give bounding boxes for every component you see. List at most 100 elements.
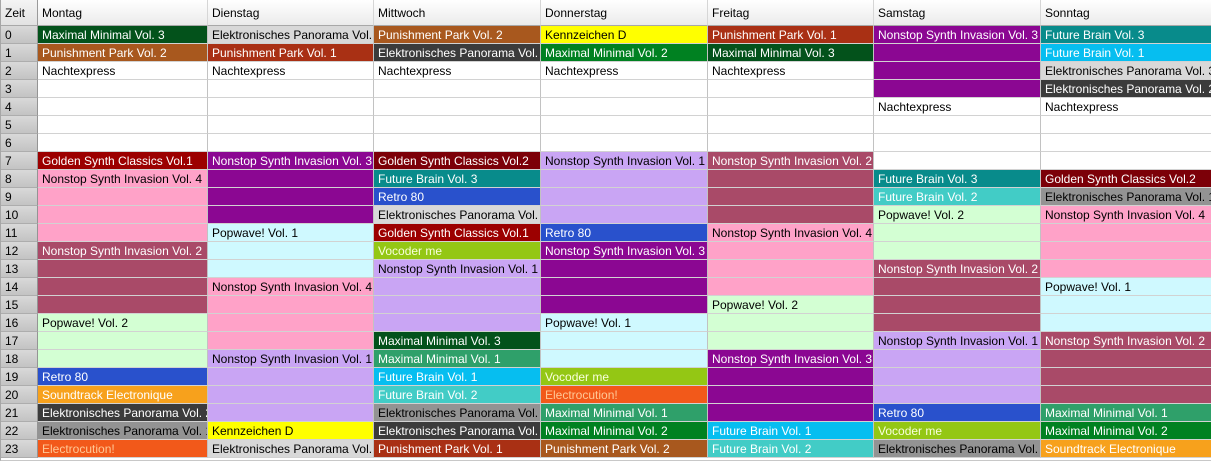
event-cell-continuation[interactable]	[541, 188, 708, 206]
schedule-cell-empty[interactable]	[874, 134, 1041, 152]
event-cell[interactable]: Nonstop Synth Invasion Vol. 3	[208, 152, 374, 170]
event-cell-continuation[interactable]	[1041, 260, 1211, 278]
event-cell-continuation[interactable]	[874, 224, 1041, 242]
event-cell[interactable]: Nachtexpress	[374, 62, 541, 80]
event-cell[interactable]: Maximal Minimal Vol. 3	[38, 26, 208, 44]
event-cell-continuation[interactable]	[208, 170, 374, 188]
event-cell[interactable]: Vocoder me	[374, 242, 541, 260]
event-cell[interactable]: Nonstop Synth Invasion Vol. 2	[38, 242, 208, 260]
event-cell[interactable]: Nachtexpress	[708, 62, 874, 80]
event-cell[interactable]: Nonstop Synth Invasion Vol. 4	[708, 224, 874, 242]
event-cell[interactable]: Retro 80	[541, 224, 708, 242]
schedule-cell-empty[interactable]	[874, 116, 1041, 134]
event-cell[interactable]: Maximal Minimal Vol. 3	[708, 44, 874, 62]
event-cell-continuation[interactable]	[38, 260, 208, 278]
event-cell-continuation[interactable]	[874, 368, 1041, 386]
schedule-cell-empty[interactable]	[38, 80, 208, 98]
event-cell-continuation[interactable]	[708, 332, 874, 350]
event-cell[interactable]: Nachtexpress	[874, 98, 1041, 116]
event-cell[interactable]: Future Brain Vol. 2	[708, 440, 874, 458]
schedule-cell-empty[interactable]	[208, 116, 374, 134]
event-cell[interactable]: Popwave! Vol. 2	[708, 296, 874, 314]
event-cell[interactable]: Kennzeichen D	[541, 26, 708, 44]
event-cell[interactable]: Nonstop Synth Invasion Vol. 3	[874, 26, 1041, 44]
event-cell[interactable]: Elektronisches Panorama Vol. 3	[1041, 62, 1211, 80]
event-cell[interactable]: Punishment Park Vol. 2	[541, 440, 708, 458]
event-cell-continuation[interactable]	[208, 314, 374, 332]
event-cell[interactable]: Elektronisches Panorama Vol. 3	[208, 440, 374, 458]
event-cell[interactable]: Kennzeichen D	[208, 422, 374, 440]
event-cell-continuation[interactable]	[874, 314, 1041, 332]
event-cell[interactable]: Nonstop Synth Invasion Vol. 1	[874, 332, 1041, 350]
event-cell-continuation[interactable]	[708, 170, 874, 188]
event-cell[interactable]: Elektronisches Panorama Vol. 1	[38, 422, 208, 440]
event-cell[interactable]: Nonstop Synth Invasion Vol. 1	[374, 260, 541, 278]
schedule-cell-empty[interactable]	[38, 98, 208, 116]
event-cell-continuation[interactable]	[1041, 296, 1211, 314]
schedule-cell-empty[interactable]	[374, 98, 541, 116]
event-cell[interactable]: Electrocution!	[541, 386, 708, 404]
event-cell[interactable]: Vocoder me	[874, 422, 1041, 440]
event-cell[interactable]: Golden Synth Classics Vol.1	[38, 152, 208, 170]
event-cell-continuation[interactable]	[208, 296, 374, 314]
event-cell[interactable]: Elektronisches Panorama Vol. 2	[38, 404, 208, 422]
schedule-cell-empty[interactable]	[541, 134, 708, 152]
event-cell-continuation[interactable]	[38, 278, 208, 296]
event-cell[interactable]: Elektronisches Panorama Vol. 2	[374, 422, 541, 440]
event-cell-continuation[interactable]	[874, 386, 1041, 404]
event-cell-continuation[interactable]	[208, 404, 374, 422]
schedule-cell-empty[interactable]	[708, 98, 874, 116]
event-cell-continuation[interactable]	[208, 206, 374, 224]
event-cell-continuation[interactable]	[38, 224, 208, 242]
event-cell[interactable]: Future Brain Vol. 3	[874, 170, 1041, 188]
event-cell-continuation[interactable]	[874, 62, 1041, 80]
event-cell-continuation[interactable]	[708, 278, 874, 296]
event-cell[interactable]: Nonstop Synth Invasion Vol. 1	[541, 152, 708, 170]
event-cell[interactable]: Maximal Minimal Vol. 1	[541, 404, 708, 422]
event-cell[interactable]: Retro 80	[374, 188, 541, 206]
event-cell[interactable]: Nonstop Synth Invasion Vol. 1	[208, 350, 374, 368]
event-cell[interactable]: Golden Synth Classics Vol.2	[1041, 170, 1211, 188]
schedule-cell-empty[interactable]	[874, 152, 1041, 170]
schedule-cell-empty[interactable]	[374, 80, 541, 98]
event-cell-continuation[interactable]	[38, 296, 208, 314]
event-cell[interactable]: Nachtexpress	[541, 62, 708, 80]
event-cell-continuation[interactable]	[874, 44, 1041, 62]
event-cell-continuation[interactable]	[874, 296, 1041, 314]
event-cell-continuation[interactable]	[208, 188, 374, 206]
event-cell-continuation[interactable]	[708, 242, 874, 260]
event-cell[interactable]: Punishment Park Vol. 1	[708, 26, 874, 44]
event-cell[interactable]: Punishment Park Vol. 2	[38, 44, 208, 62]
event-cell-continuation[interactable]	[708, 404, 874, 422]
event-cell[interactable]: Maximal Minimal Vol. 1	[1041, 404, 1211, 422]
schedule-cell-empty[interactable]	[708, 134, 874, 152]
schedule-cell-empty[interactable]	[374, 134, 541, 152]
schedule-cell-empty[interactable]	[1041, 116, 1211, 134]
event-cell[interactable]: Nonstop Synth Invasion Vol. 2	[874, 260, 1041, 278]
event-cell-continuation[interactable]	[208, 332, 374, 350]
event-cell[interactable]: Future Brain Vol. 3	[374, 170, 541, 188]
event-cell-continuation[interactable]	[708, 314, 874, 332]
event-cell-continuation[interactable]	[541, 332, 708, 350]
event-cell[interactable]: Soundtrack Electronique	[38, 386, 208, 404]
event-cell-continuation[interactable]	[208, 260, 374, 278]
event-cell[interactable]: Popwave! Vol. 1	[208, 224, 374, 242]
event-cell-continuation[interactable]	[541, 170, 708, 188]
event-cell[interactable]: Punishment Park Vol. 1	[374, 440, 541, 458]
event-cell[interactable]: Popwave! Vol. 2	[874, 206, 1041, 224]
event-cell[interactable]: Electrocution!	[38, 440, 208, 458]
event-cell-continuation[interactable]	[708, 368, 874, 386]
event-cell-continuation[interactable]	[208, 386, 374, 404]
event-cell-continuation[interactable]	[38, 350, 208, 368]
event-cell[interactable]: Nonstop Synth Invasion Vol. 3	[708, 350, 874, 368]
schedule-cell-empty[interactable]	[541, 98, 708, 116]
event-cell-continuation[interactable]	[541, 206, 708, 224]
event-cell[interactable]: Nonstop Synth Invasion Vol. 4	[1041, 206, 1211, 224]
event-cell-continuation[interactable]	[708, 260, 874, 278]
event-cell[interactable]: Nachtexpress	[1041, 98, 1211, 116]
event-cell-continuation[interactable]	[208, 242, 374, 260]
event-cell[interactable]: Punishment Park Vol. 2	[374, 26, 541, 44]
schedule-cell-empty[interactable]	[38, 116, 208, 134]
schedule-cell-empty[interactable]	[38, 134, 208, 152]
event-cell[interactable]: Nachtexpress	[38, 62, 208, 80]
